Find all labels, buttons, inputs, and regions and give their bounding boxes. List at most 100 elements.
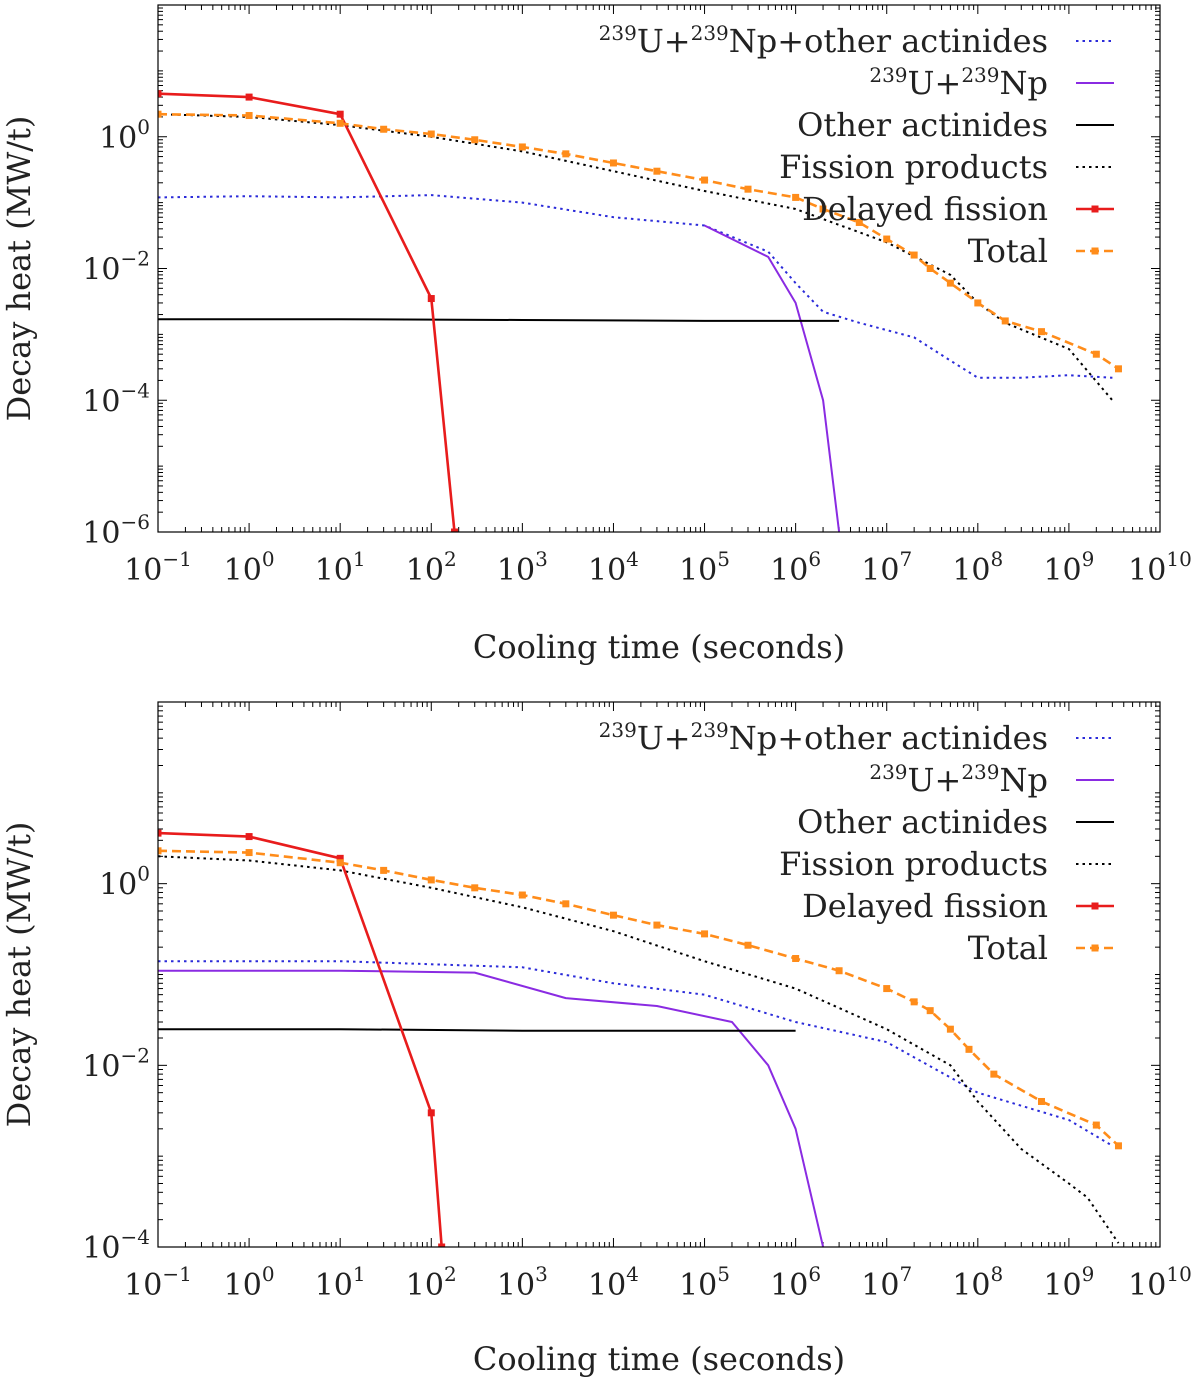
series-line-239u-239np — [704, 224, 841, 532]
data-point-total — [1037, 1097, 1045, 1105]
x-tick-label: 101 — [315, 547, 366, 588]
y-tick-label: 10−4 — [82, 378, 150, 419]
legend-marker-total — [1091, 247, 1099, 255]
data-point-total — [744, 941, 752, 949]
x-tick-label: 109 — [1043, 547, 1094, 588]
legend-label-239u-239np: 239U+239Np — [869, 63, 1048, 102]
x-tick-label: 100 — [224, 1262, 275, 1303]
data-point-total — [518, 891, 526, 899]
data-point-delayed-fission — [245, 833, 253, 841]
series-line-total — [158, 849, 1120, 1147]
data-point-total — [471, 884, 479, 892]
x-tick-label: 1010 — [1128, 1262, 1192, 1303]
x-tick-label: 103 — [497, 1262, 548, 1303]
x-tick-label: 10−1 — [124, 547, 192, 588]
data-point-total — [1092, 350, 1100, 358]
data-point-total — [855, 218, 863, 226]
data-point-total — [471, 136, 479, 144]
data-point-total — [946, 1025, 954, 1033]
data-point-total — [427, 876, 435, 884]
legend-label-delayed-fission: Delayed fission — [802, 190, 1048, 228]
data-point-total — [245, 112, 253, 120]
data-point-total — [926, 1007, 934, 1015]
x-tick-label: 108 — [952, 1262, 1003, 1303]
data-point-total — [518, 143, 526, 151]
x-tick-label: 103 — [497, 547, 548, 588]
data-point-total — [974, 299, 982, 307]
plot-frame — [157, 4, 1161, 533]
chart-panel-top: 10−1 100 101 102 103 104 105 106 107 108 109 1010 10… — [0, 4, 1192, 666]
data-point-total — [835, 967, 843, 975]
x-tick-label: 105 — [679, 1262, 730, 1303]
legend-label-total: Total — [968, 232, 1048, 270]
data-point-total — [910, 998, 918, 1006]
x-tick-label: 101 — [315, 1262, 366, 1303]
data-point-total — [990, 1070, 998, 1078]
data-point-delayed-fission — [427, 1109, 435, 1117]
legend-marker-total — [1091, 944, 1099, 952]
data-point-total — [926, 265, 934, 272]
data-point-total — [609, 911, 617, 919]
x-tick-label: 100 — [224, 547, 275, 588]
data-point-total — [883, 235, 891, 243]
data-point-delayed-fission — [438, 1243, 446, 1247]
legend-label-other-actinides: Other actinides — [797, 106, 1048, 144]
data-point-total — [744, 185, 752, 193]
series-line-fission-products — [158, 855, 1120, 1244]
data-point-total — [336, 119, 344, 127]
series-line-239u-239np-other-actinides — [158, 194, 1113, 379]
series-line-delayed-fission — [158, 92, 456, 532]
data-point-total — [1114, 1142, 1122, 1150]
data-point-total — [562, 900, 570, 908]
legend-label-239u-239np: 239U+239Np — [869, 760, 1048, 799]
series-line-total — [158, 112, 1120, 370]
data-point-delayed-fission — [158, 829, 162, 837]
x-tick-label: 102 — [406, 547, 457, 588]
data-point-total — [965, 1045, 973, 1053]
data-point-total — [336, 859, 344, 867]
data-point-delayed-fission — [451, 528, 459, 532]
x-tick-label: 108 — [952, 547, 1003, 588]
y-axis-label: Decay heat (MW/t) — [0, 116, 38, 422]
data-point-total — [883, 985, 891, 993]
data-point-total — [946, 279, 954, 287]
data-point-total — [380, 866, 388, 874]
data-point-total — [158, 847, 162, 855]
x-tick-label: 107 — [861, 1262, 912, 1303]
data-point-total — [562, 150, 570, 158]
x-tick-label: 102 — [406, 1262, 457, 1303]
series-line-other-actinides — [158, 1028, 796, 1032]
x-tick-label: 109 — [1043, 1262, 1094, 1303]
data-point-total — [792, 955, 800, 963]
data-point-delayed-fission — [158, 90, 162, 98]
data-point-total — [427, 130, 435, 138]
data-point-total — [653, 167, 661, 175]
x-tick-label: 104 — [588, 547, 639, 588]
data-point-total — [1037, 328, 1045, 336]
y-tick-label: 10−6 — [82, 510, 150, 551]
data-point-total — [1001, 317, 1009, 325]
data-point-total — [245, 849, 253, 857]
data-point-total — [653, 921, 661, 929]
data-point-total — [158, 110, 162, 118]
x-tick-label: 1010 — [1128, 547, 1192, 588]
data-point-total — [380, 125, 388, 133]
x-tick-label: 107 — [861, 547, 912, 588]
data-point-delayed-fission — [336, 854, 344, 862]
legend-label-delayed-fission: Delayed fission — [802, 887, 1048, 925]
legend-label-239u-239np-other-actinides: 239U+239Np+other actinides — [599, 718, 1048, 757]
legend-label-fission-products: Fission products — [779, 845, 1048, 883]
data-point-total — [701, 930, 709, 938]
data-point-delayed-fission — [336, 110, 344, 118]
y-tick-label: 100 — [99, 862, 150, 903]
y-tick-label: 10−2 — [82, 247, 150, 288]
series-line-other-actinides — [158, 318, 840, 322]
data-point-total — [792, 193, 800, 201]
series-line-delayed-fission — [158, 831, 443, 1247]
x-axis-label: Cooling time (seconds) — [473, 628, 845, 666]
data-point-total — [609, 159, 617, 167]
data-point-total — [1114, 365, 1122, 373]
